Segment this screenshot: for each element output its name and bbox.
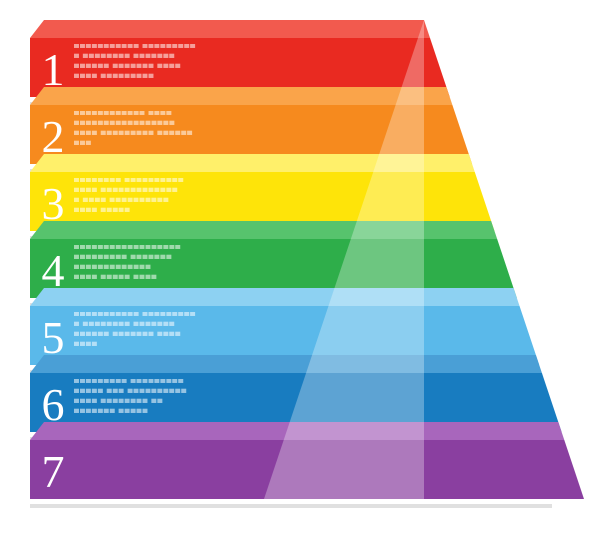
level-placeholder-5: ▀▀▀▀▀▀▀▀▀▀▀ ▀▀▀▀▀▀▀▀▀ ▀ ▀▀▀▀▀▀▀▀ ▀▀▀▀▀▀▀… bbox=[74, 312, 224, 361]
level-number-1: 1 bbox=[36, 47, 70, 93]
level-number-5: 5 bbox=[36, 315, 70, 361]
level-number-7: 7 bbox=[36, 449, 70, 495]
pyramid-infographic: 1▀▀▀▀▀▀▀▀▀▀▀ ▀▀▀▀▀▀▀▀▀ ▀ ▀▀▀▀▀▀▀▀ ▀▀▀▀▀▀… bbox=[0, 0, 600, 543]
level-placeholder-1: ▀▀▀▀▀▀▀▀▀▀▀ ▀▀▀▀▀▀▀▀▀ ▀ ▀▀▀▀▀▀▀▀ ▀▀▀▀▀▀▀… bbox=[74, 44, 224, 93]
level-placeholder-2: ▀▀▀▀▀▀▀▀▀▀▀▀ ▀▀▀▀ ▀▀▀▀▀▀▀▀▀▀▀▀▀▀▀▀▀ ▀▀▀▀… bbox=[74, 111, 224, 160]
level-placeholder-4: ▀▀▀▀▀▀▀▀▀▀▀▀▀▀▀▀▀▀ ▀▀▀▀▀▀▀▀▀ ▀▀▀▀▀▀▀ ▀▀▀… bbox=[74, 245, 224, 294]
level-number-6: 6 bbox=[36, 382, 70, 428]
level-number-3: 3 bbox=[36, 181, 70, 227]
level-placeholder-3: ▀▀▀▀▀▀▀▀ ▀▀▀▀▀▀▀▀▀▀ ▀▀▀▀ ▀▀▀▀▀▀▀▀▀▀▀▀▀ ▀… bbox=[74, 178, 224, 227]
level-number-4: 4 bbox=[36, 248, 70, 294]
level-placeholder-6: ▀▀▀▀▀▀▀▀▀ ▀▀▀▀▀▀▀▀▀ ▀▀▀▀▀ ▀▀▀ ▀▀▀▀▀▀▀▀▀▀… bbox=[74, 379, 224, 428]
level-number-2: 2 bbox=[36, 114, 70, 160]
